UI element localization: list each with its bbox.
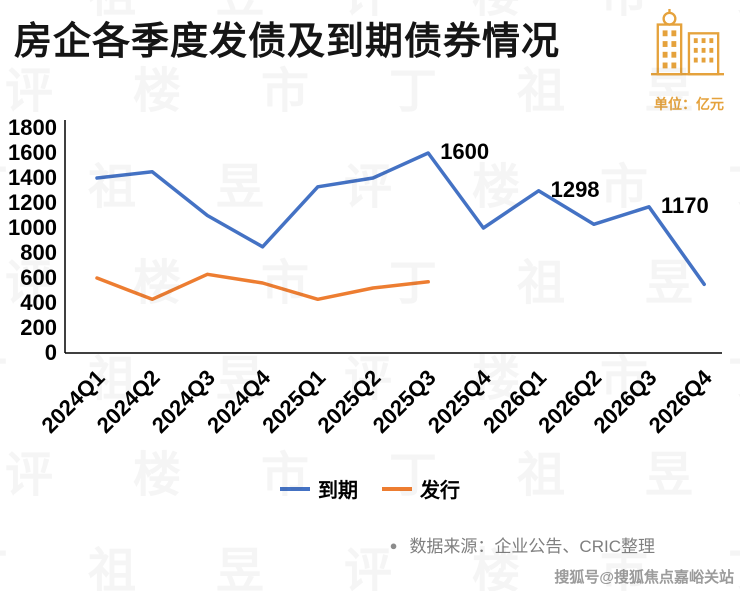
watermark-char: 市 <box>600 0 648 25</box>
y-axis-tick-label: 600 <box>20 265 57 290</box>
data-point-label: 1298 <box>551 177 600 202</box>
series-line-1 <box>95 272 430 302</box>
legend-label: 到期 <box>318 480 358 502</box>
y-axis-tick-label: 1400 <box>8 165 57 190</box>
legend-swatch <box>280 486 310 491</box>
buildings-icon <box>648 8 726 87</box>
series-line-0 <box>95 151 706 287</box>
data-point-label: 1600 <box>440 139 489 164</box>
sohu-watermark: 搜狐号@搜狐焦点嘉峪关站 <box>554 569 734 586</box>
chart-legend: 到期 发行 <box>0 474 740 503</box>
y-axis-tick-label: 1200 <box>8 190 57 215</box>
data-point-label: 1170 <box>661 193 709 218</box>
y-axis-tick-label: 400 <box>20 290 57 315</box>
watermark-char: 丁 <box>728 0 740 25</box>
legend-swatch <box>382 486 412 491</box>
legend-item: 发行 <box>382 474 460 503</box>
legend-label: 发行 <box>420 480 460 502</box>
y-axis-tick-label: 1600 <box>8 140 57 165</box>
line-chart: 0200400600800100012001400160018002024Q12… <box>8 115 722 438</box>
legend-item: 到期 <box>280 474 358 503</box>
source-text: 数据来源：企业公告、CRIC整理 <box>409 537 655 556</box>
watermark-char: 丁 <box>0 0 8 25</box>
y-axis-tick-label: 0 <box>45 340 57 365</box>
y-axis-tick-label: 800 <box>20 240 57 265</box>
y-axis-tick-label: 1000 <box>8 215 57 240</box>
y-axis-tick-label: 200 <box>20 315 57 340</box>
y-axis-tick-label: 1800 <box>8 115 57 140</box>
unit-label: 单位：亿元 <box>654 96 724 112</box>
bullet-icon: ● <box>389 538 398 553</box>
data-source: ● 数据来源：企业公告、CRIC整理 <box>0 532 655 557</box>
page-title: 房企各季度发债及到期债券情况 <box>14 21 561 63</box>
x-axis-tick-label: 2026Q4 <box>644 364 718 438</box>
